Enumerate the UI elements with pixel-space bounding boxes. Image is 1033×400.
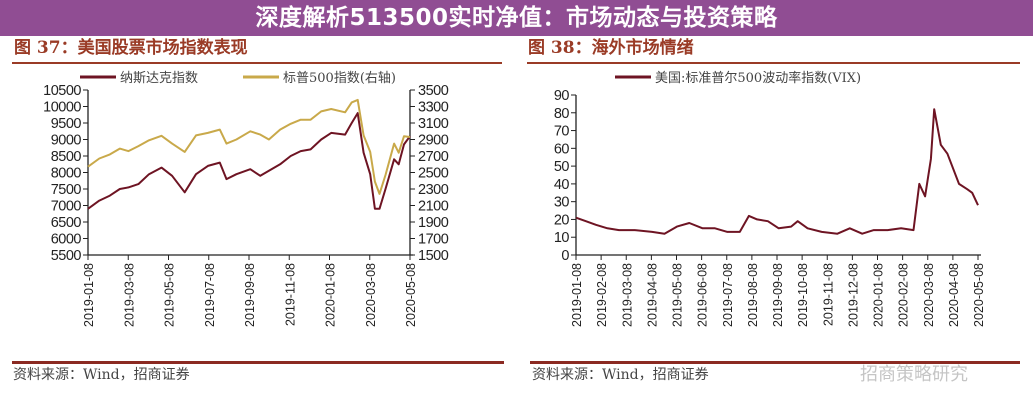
chart-38-left-y-tick-label: 80: [554, 106, 570, 122]
chart-37-right-y-tick-label: 1500: [418, 248, 449, 264]
chart-37-x-tick-label: 2019-05-08: [163, 263, 177, 327]
chart-38-x-tick-label: 2019-04-08: [645, 263, 659, 327]
chart-38-x-tick-label: 2019-08-08: [746, 263, 760, 327]
chart-38-x-tick-label: 2020-03-08: [922, 263, 936, 327]
chart-37-source: 资料来源：Wind，招商证券: [13, 367, 190, 383]
chart-37-right-y-tick-label: 3100: [418, 116, 449, 132]
chart-38-x-tick-label: 2019-07-08: [721, 263, 735, 327]
chart-37-x-tick-label: 2020-03-08: [364, 263, 378, 327]
chart-38-legend-label-0: 美国:标准普尔500波动率指数(VIX): [655, 70, 861, 86]
watermark: 招商策略研究: [860, 364, 968, 385]
chart-38-left-y-tick-label: 0: [561, 248, 569, 264]
chart-37-left-y-tick-label: 10500: [43, 83, 81, 99]
chart-37-title: 图 37：美国股票市场指数表现: [14, 38, 248, 58]
chart-38-left-y-tick-label: 10: [554, 230, 570, 246]
chart-38-left-y-tick-label: 50: [554, 159, 570, 175]
chart-38-x-tick-label: 2019-02-08: [595, 263, 609, 327]
chart-38-left-y-tick-label: 20: [554, 212, 570, 228]
chart-37-left-y-tick-label: 7500: [51, 182, 82, 198]
chart-37-x-tick-label: 2019-09-08: [243, 263, 257, 327]
chart-38-title: 图 38：海外市场情绪: [528, 38, 694, 58]
chart-37-x-tick-label: 2019-03-08: [122, 263, 136, 327]
title-banner: 深度解析513500实时净值：市场动态与投资策略: [0, 0, 1033, 36]
chart-37-x-tick-label: 2019-07-08: [203, 263, 217, 327]
chart-37-right-y-tick-label: 2100: [418, 199, 449, 215]
chart-37-right-y-tick-label: 2500: [418, 166, 449, 182]
chart-38-x-tick-label: 2020-02-08: [897, 263, 911, 327]
chart-37-left-y-tick-label: 9000: [51, 133, 82, 149]
chart-37-legend-label-0: 纳斯达克指数: [120, 71, 198, 86]
chart-37-title-rule: [12, 62, 502, 64]
chart-37-left-y-tick-label: 7000: [51, 199, 82, 215]
chart-37-right-y-tick-label: 1700: [418, 232, 449, 248]
chart-37-left-y-tick-label: 8000: [51, 166, 82, 182]
chart-37-x-tick-label: 2020-05-08: [404, 263, 418, 327]
chart-37-right-y-tick-label: 3300: [418, 100, 449, 116]
chart-38-left-y-tick-label: 70: [554, 124, 570, 140]
chart-38-x-tick-label: 2020-01-08: [872, 263, 886, 327]
banner-text: 深度解析513500实时净值：市场动态与投资策略: [255, 5, 778, 31]
chart-38-left-y-tick-label: 40: [554, 177, 570, 193]
chart-37-right-y-tick-label: 2700: [418, 149, 449, 165]
chart-37-left-y-tick-label: 5500: [51, 248, 82, 264]
chart-38-series-line-0: [575, 108, 979, 235]
chart-37-left-y-tick-label: 10000: [43, 100, 81, 116]
chart-38-x-tick-label: 2019-01-08: [570, 263, 584, 327]
chart-38-x-tick-label: 2019-03-08: [620, 263, 634, 327]
chart-37-series-line-1: [87, 98, 411, 195]
chart-37-right-y-tick-label: 3500: [418, 83, 449, 99]
chart-38-x-tick-label: 2019-10-08: [796, 263, 810, 327]
chart-38-x-tick-label: 2020-05-08: [972, 263, 986, 327]
chart-38-x-tick-label: 2019-05-08: [671, 263, 685, 327]
chart-38-footer-rule: [530, 361, 1020, 364]
chart-37-right-y-tick-label: 1900: [418, 215, 449, 231]
chart-38-x-tick-label: 2019-09-08: [771, 263, 785, 327]
chart-38-left-y-tick-label: 90: [554, 88, 570, 104]
chart-37-x-tick-label: 2020-01-08: [324, 263, 338, 327]
chart-37-legend-label-1: 标普500指数(右轴): [283, 71, 396, 86]
chart-38-left-y-tick-label: 30: [554, 195, 570, 211]
chart-37-left-y-tick-label: 9500: [51, 116, 82, 132]
chart-37-x-tick-label: 2019-11-08: [283, 263, 297, 326]
chart-38-x-tick-label: 2019-06-08: [696, 263, 710, 327]
chart-38-x-tick-label: 2020-04-08: [947, 263, 961, 327]
chart-37-left-y-tick-label: 6000: [51, 232, 82, 248]
chart-37-right-y-tick-label: 2300: [418, 182, 449, 198]
chart-37-series-line-0: [87, 112, 411, 210]
chart-38-x-tick-label: 2019-11-08: [821, 263, 835, 326]
chart-37-right-y-tick-label: 2900: [418, 133, 449, 149]
chart-37-left-y-tick-label: 6500: [51, 215, 82, 231]
chart-38-source: 资料来源：Wind，招商证券: [532, 367, 709, 383]
chart-38-title-rule: [527, 62, 1020, 64]
chart-38-x-tick-label: 2019-12-08: [846, 263, 860, 327]
chart-38-left-y-tick-label: 60: [554, 141, 570, 157]
chart-37-footer-rule: [12, 361, 504, 364]
chart-37-x-tick-label: 2019-01-08: [82, 263, 96, 327]
chart-37-left-y-tick-label: 8500: [51, 149, 82, 165]
